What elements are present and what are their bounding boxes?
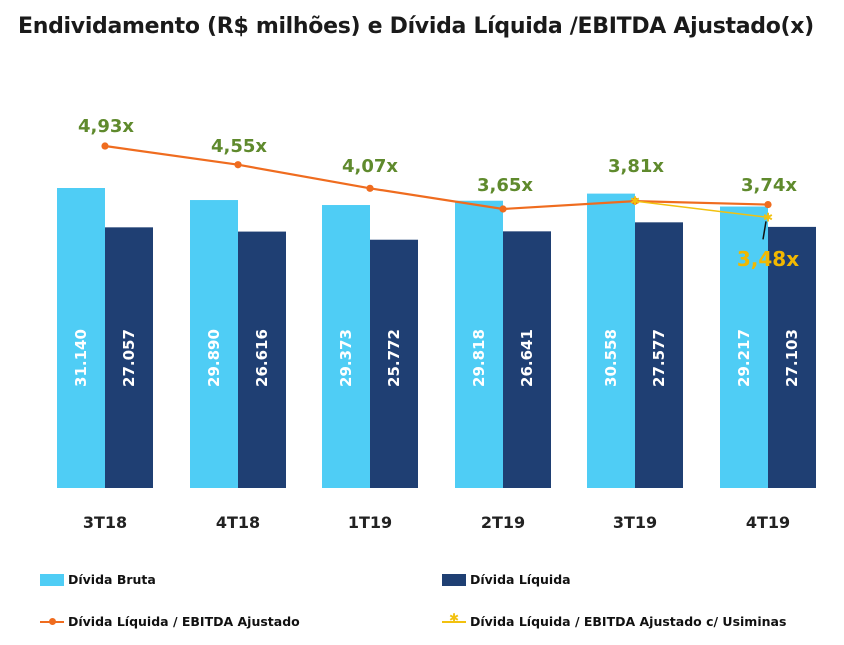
bar-value-label: 26.641 <box>518 329 536 387</box>
legend-swatch-divida-bruta <box>40 573 64 586</box>
ratio-value-label-4t19: 3,74x <box>741 175 797 196</box>
labels-layer: 31.140 27.057 3T18 29.890 26.616 4T18 29.373 25… <box>72 116 801 532</box>
category-label-1t19: 1T19 <box>348 513 392 532</box>
ratio-point-2t19 <box>499 205 507 213</box>
legend-label-ratio: Dívida Líquida / EBITDA Ajustado <box>68 614 300 629</box>
bar-divida-bruta-3t18 <box>57 188 105 488</box>
usiminas-point-4t19: ✱ <box>763 210 773 224</box>
ratio-value-label-4t18: 4,55x <box>211 136 267 157</box>
ratio-value-label-1t19: 4,07x <box>342 156 398 177</box>
bar-value-label: 29.890 <box>205 329 223 387</box>
bars-layer <box>57 188 816 489</box>
bar-divida-liquida-4t18 <box>238 231 286 489</box>
legend-swatch-ratio-usiminas: ✱ <box>442 612 466 628</box>
ratio-point-1t19 <box>366 184 374 192</box>
bar-value-label: 29.373 <box>337 329 355 387</box>
category-label-4t19: 4T19 <box>746 513 790 532</box>
bar-divida-liquida-3t18 <box>105 227 153 488</box>
ratio-value-label-2t19: 3,65x <box>477 175 533 196</box>
bar-value-label: 27.577 <box>650 329 668 387</box>
bar-divida-liquida-4t19 <box>768 226 816 489</box>
bar-value-label: 31.140 <box>72 329 90 387</box>
bar-divida-bruta-2t19 <box>455 200 503 489</box>
bar-divida-liquida-3t19 <box>635 222 683 488</box>
usiminas-label-leader <box>762 221 767 240</box>
usiminas-value-label: 3,48x <box>737 247 799 271</box>
ratio-line <box>104 144 769 211</box>
legend-label-divida-bruta: Dívida Bruta <box>68 572 156 587</box>
legend-item-ratio-usiminas: ✱ Dívida Líquida / EBITDA Ajustado c/ Us… <box>442 612 787 629</box>
ratio-value-label-3t19: 3,81x <box>608 156 664 177</box>
legend-item-divida-bruta: Dívida Bruta <box>40 572 156 587</box>
chart-title: Endividamento (R$ milhões) e Dívida Líqu… <box>18 14 814 39</box>
legend-item-ratio: Dívida Líquida / EBITDA Ajustado <box>40 614 300 629</box>
bar-value-label: 27.057 <box>120 329 138 387</box>
bar-value-label: 30.558 <box>602 329 620 387</box>
bar-value-label: 25.772 <box>385 329 403 387</box>
ratio-value-label-3t18: 4,93x <box>78 116 134 137</box>
bar-divida-liquida-1t19 <box>370 239 418 488</box>
lines-layer: ✱✱ <box>101 142 773 240</box>
legend-swatch-ratio <box>40 616 64 628</box>
bar-value-label: 29.217 <box>735 329 753 387</box>
ratio-point-4t19 <box>764 200 772 209</box>
usiminas-point-3t19: ✱ <box>630 194 640 208</box>
bar-value-label: 29.818 <box>470 329 488 387</box>
legend-swatch-divida-liquida <box>442 573 466 586</box>
bar-divida-bruta-1t19 <box>322 205 370 488</box>
bar-divida-bruta-4t18 <box>190 200 238 488</box>
usiminas-line <box>634 200 769 219</box>
category-label-3t18: 3T18 <box>83 513 127 532</box>
bar-value-label: 27.103 <box>783 329 801 387</box>
bar-divida-bruta-3t19 <box>587 193 635 488</box>
legend-label-ratio-usiminas: Dívida Líquida / EBITDA Ajustado c/ Usim… <box>470 614 787 629</box>
legend-item-divida-liquida: Dívida Líquida <box>442 572 571 587</box>
ratio-point-3t18 <box>101 142 109 150</box>
legend-label-divida-liquida: Dívida Líquida <box>470 572 571 587</box>
bar-divida-bruta-4t19 <box>720 206 768 489</box>
bar-divida-liquida-2t19 <box>503 231 551 489</box>
bar-value-label: 26.616 <box>253 329 271 387</box>
category-label-2t19: 2T19 <box>481 513 525 532</box>
ratio-point-3t19 <box>631 197 639 205</box>
category-label-3t19: 3T19 <box>613 513 657 532</box>
ratio-point-4t18 <box>234 161 242 169</box>
category-label-4t18: 4T18 <box>216 513 260 532</box>
